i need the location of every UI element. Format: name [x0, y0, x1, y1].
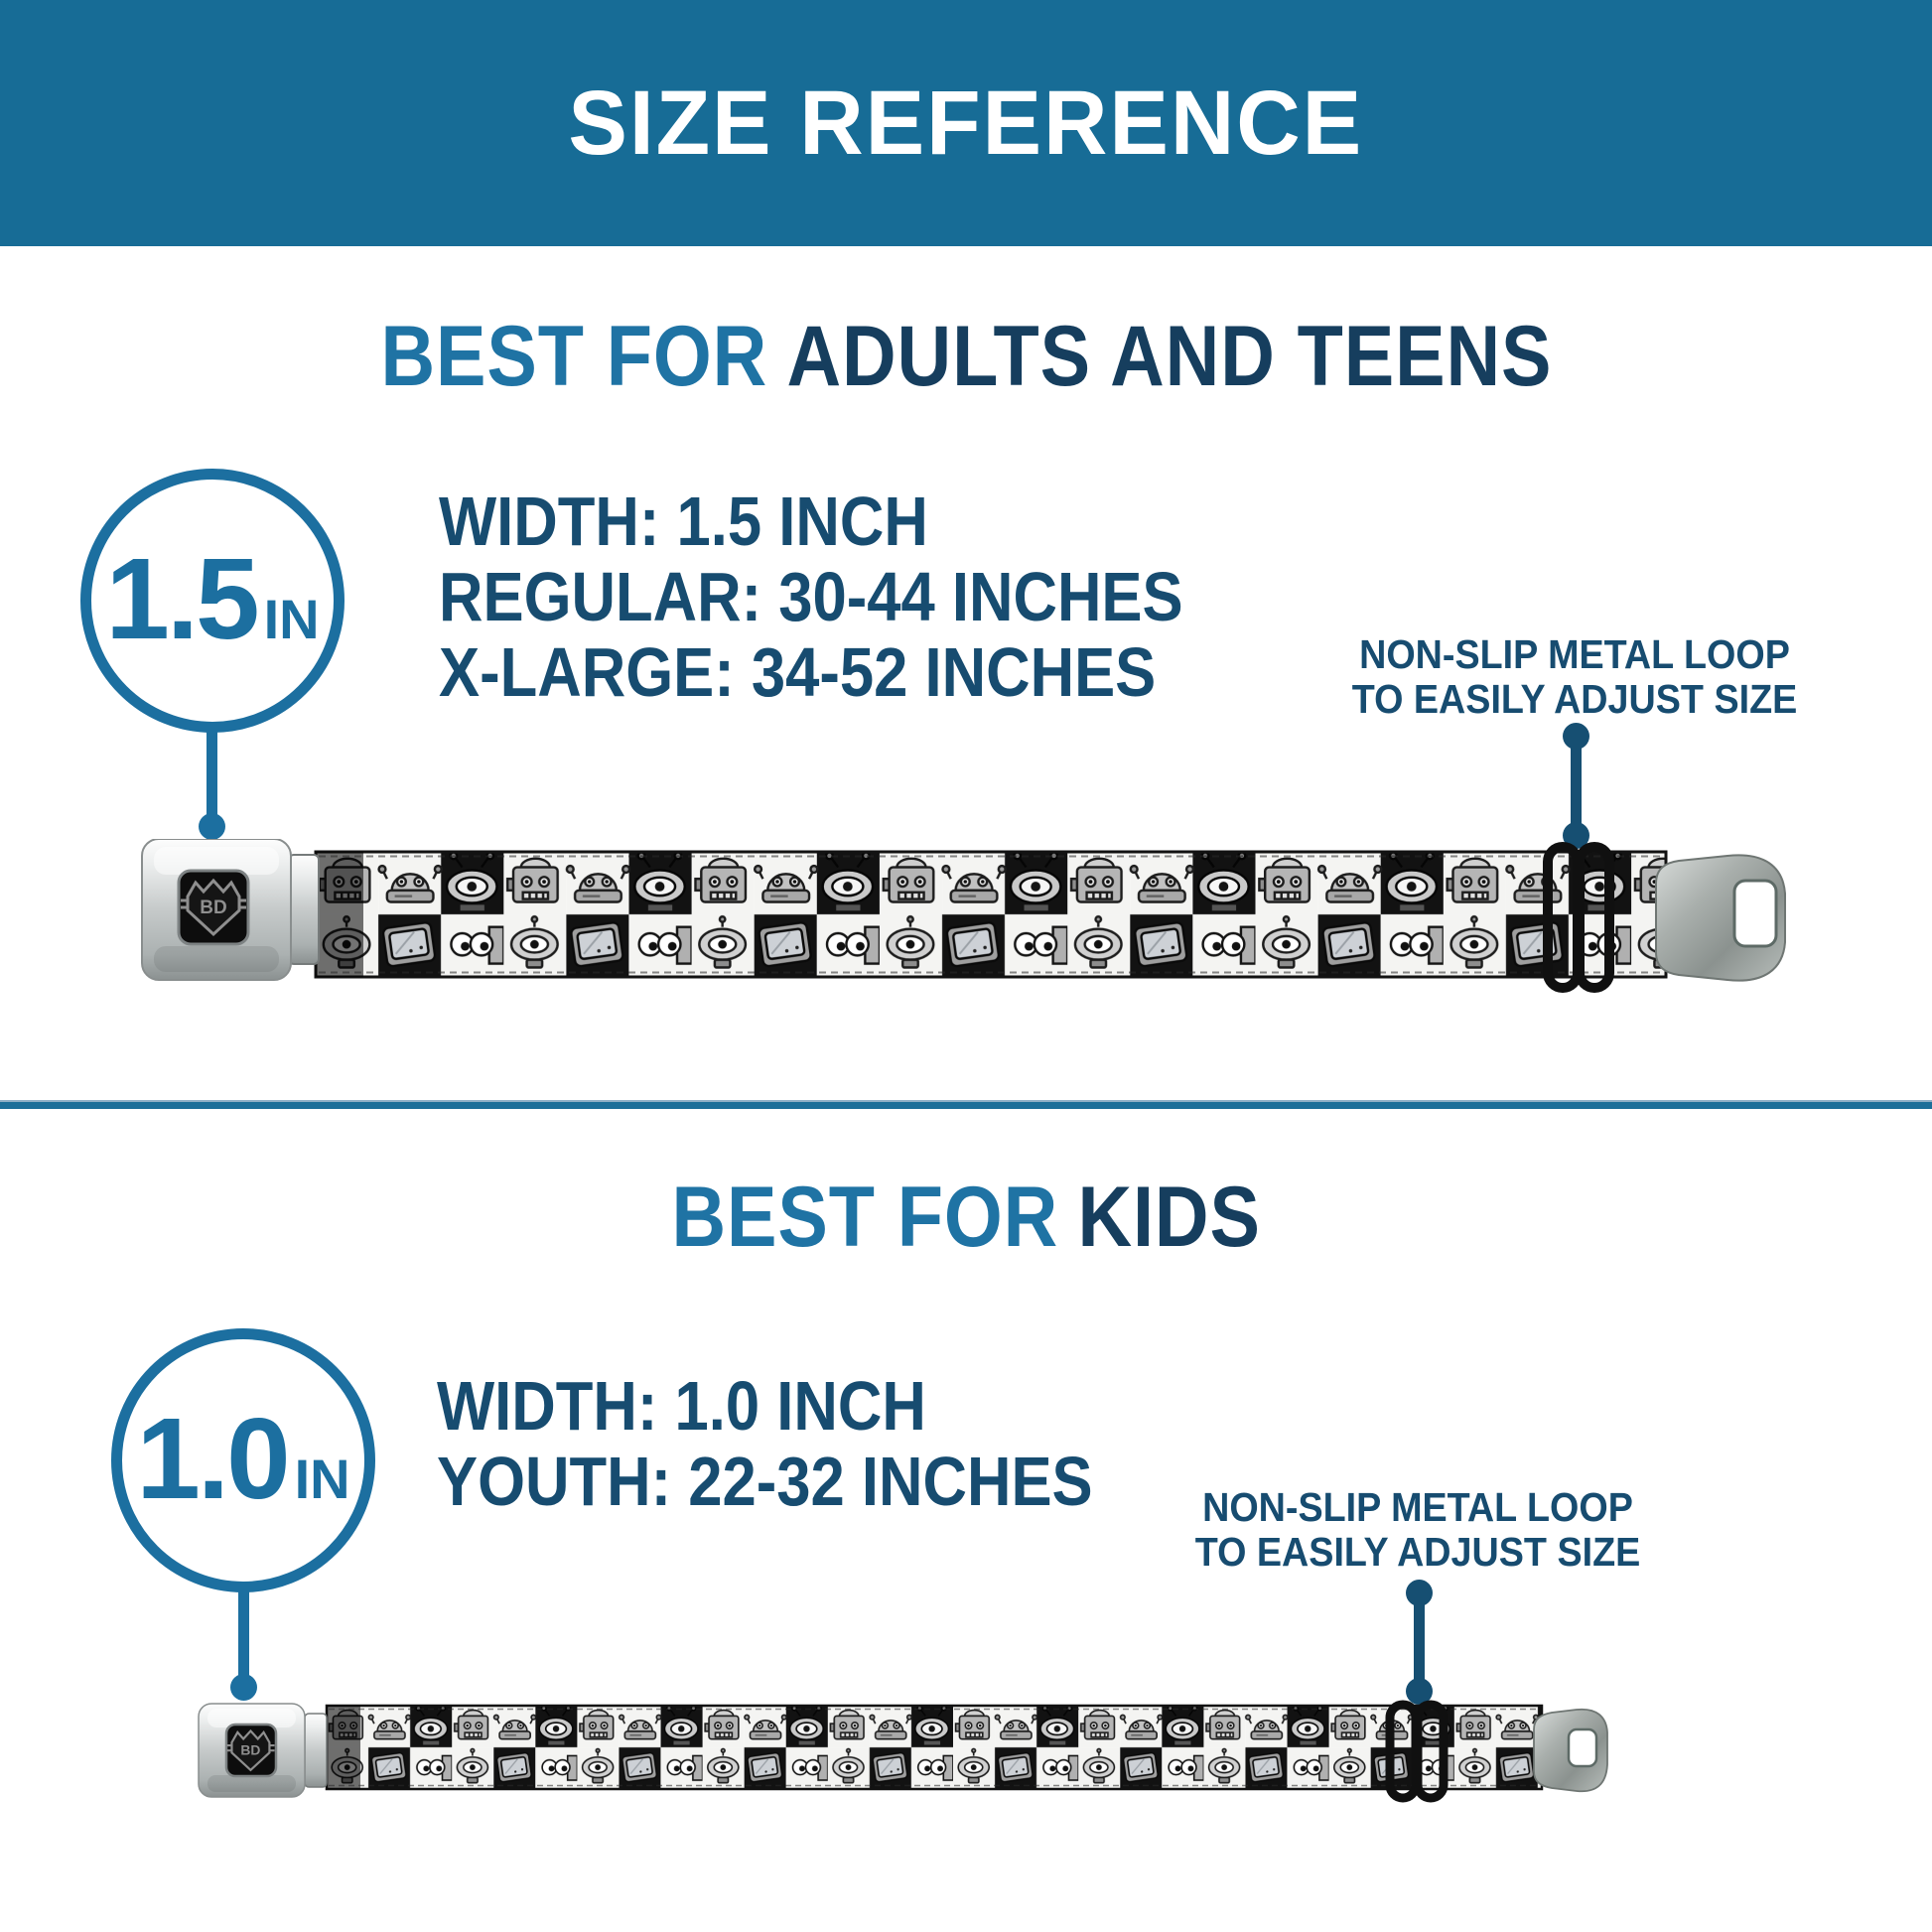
kids-belt-graphic: BD [198, 1700, 1608, 1803]
badge-callout-dot [199, 813, 225, 840]
size-specs-adults: WIDTH: 1.5 INCH REGULAR: 30-44 INCHES X-… [439, 483, 1285, 710]
adult-belt-graphic: BD [141, 839, 1786, 993]
badge-callout-dot [230, 1674, 257, 1701]
section-heading-kids: BEST FOR KIDS [0, 1174, 1932, 1260]
metal-loop-note-kids: NON-SLIP METAL LOOP TO EASILY ADJUST SIZ… [1175, 1485, 1660, 1575]
spec-width: WIDTH: 1.0 INCH [437, 1367, 926, 1445]
badge-callout-line [238, 1590, 249, 1687]
heading-dark-text: KIDS [1077, 1170, 1261, 1265]
note-line-2: TO EASILY ADJUST SIZE [1351, 676, 1798, 722]
bd-logo-text: BD [240, 1742, 260, 1758]
seatbelt-buckle-icon: BD [198, 1703, 328, 1798]
bd-logo-text: BD [200, 897, 226, 918]
spec-xlarge: X-LARGE: 34-52 INCHES [439, 633, 1157, 711]
header-banner: SIZE REFERENCE [0, 0, 1932, 246]
note-line-1: NON-SLIP METAL LOOP [1359, 631, 1790, 677]
metal-loop-icon [1385, 1700, 1449, 1803]
note-line-2: TO EASILY ADJUST SIZE [1194, 1529, 1641, 1575]
size-specs-kids: WIDTH: 1.0 INCH YOUTH: 22-32 INCHES [437, 1368, 1182, 1519]
note-pointer-line [1414, 1592, 1425, 1691]
belt-tab-icon [1533, 1708, 1608, 1793]
note-pointer-dot-bottom [1406, 1678, 1433, 1705]
width-badge-1-0in: 1.0 IN [111, 1328, 375, 1592]
metal-loop-note-adults: NON-SLIP METAL LOOP TO EASILY ADJUST SIZ… [1332, 632, 1817, 722]
width-unit: IN [294, 1448, 350, 1510]
spec-regular: REGULAR: 30-44 INCHES [439, 558, 1183, 635]
bd-shield-logo-icon: BD [181, 878, 246, 937]
heading-light-text: BEST FOR [380, 309, 767, 404]
width-unit: IN [263, 588, 320, 650]
badge-callout-line [207, 731, 217, 826]
seatbelt-buckle-icon: BD [141, 839, 320, 981]
belt-tab-icon [1655, 854, 1786, 982]
bd-shield-logo-icon: BD [226, 1728, 275, 1772]
width-value: 1.0 [136, 1394, 290, 1523]
spec-youth: YOUTH: 22-32 INCHES [437, 1443, 1093, 1520]
heading-dark-text: ADULTS AND TEENS [786, 309, 1552, 404]
note-pointer-line [1571, 736, 1582, 835]
width-value: 1.5 [105, 534, 259, 663]
spec-width: WIDTH: 1.5 INCH [439, 483, 928, 560]
page-title: SIZE REFERENCE [568, 71, 1364, 174]
section-heading-adults: BEST FOR ADULTS AND TEENS [0, 314, 1932, 399]
metal-loop-icon [1543, 842, 1614, 993]
width-badge-1-5in: 1.5 IN [80, 469, 345, 733]
belt-strap [325, 1704, 1544, 1791]
belt-strap [314, 850, 1668, 979]
section-divider [0, 1100, 1932, 1109]
note-line-1: NON-SLIP METAL LOOP [1202, 1484, 1633, 1530]
heading-light-text: BEST FOR [671, 1170, 1058, 1265]
